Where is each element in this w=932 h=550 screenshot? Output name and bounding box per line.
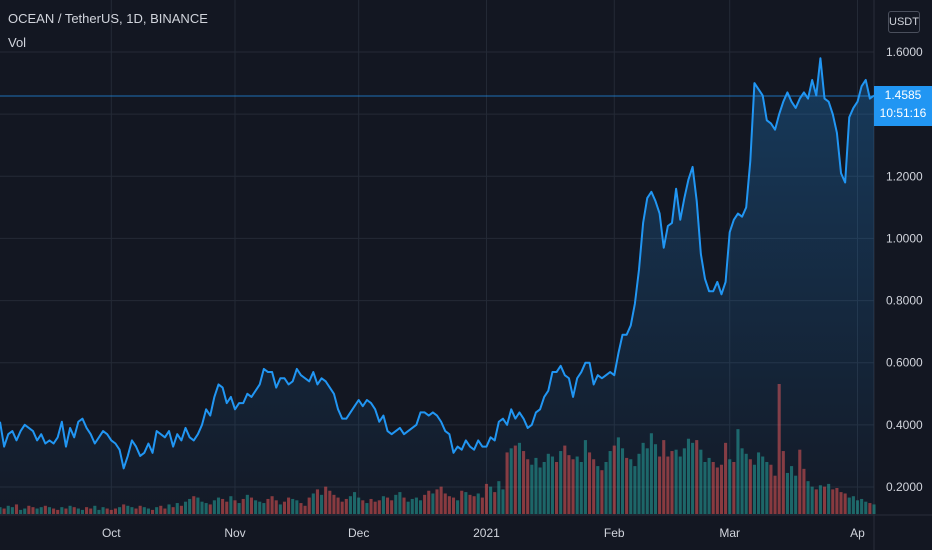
x-tick-label: Nov [224,526,245,540]
y-tick-label: 1.6000 [886,45,923,59]
price-area [0,58,874,516]
volume-indicator-label[interactable]: Vol [8,35,27,50]
y-tick-label: 0.2000 [886,480,923,494]
x-tick-label: Oct [102,526,121,540]
x-tick-label: Dec [348,526,369,540]
x-tick-label: Feb [604,526,625,540]
currency-button[interactable]: USDT [888,11,920,33]
last-price-value: 1.4585 [884,88,922,102]
x-tick-label: Ap [850,526,865,540]
y-tick-label: 1.2000 [886,169,923,183]
x-tick-label: 2021 [473,526,500,540]
y-tick-label: 0.6000 [886,356,923,370]
chart-title: OCEAN / TetherUS, 1D, BINANCE [8,11,208,26]
price-line [0,57,875,470]
bar-countdown: 10:51:16 [879,106,927,120]
x-tick-label: Mar [719,526,740,540]
y-tick-label: 1.0000 [886,231,923,245]
y-tick-label: 0.8000 [886,294,923,308]
last-price-label: 1.4585 10:51:16 [874,86,932,126]
y-tick-label: 0.4000 [886,418,923,432]
